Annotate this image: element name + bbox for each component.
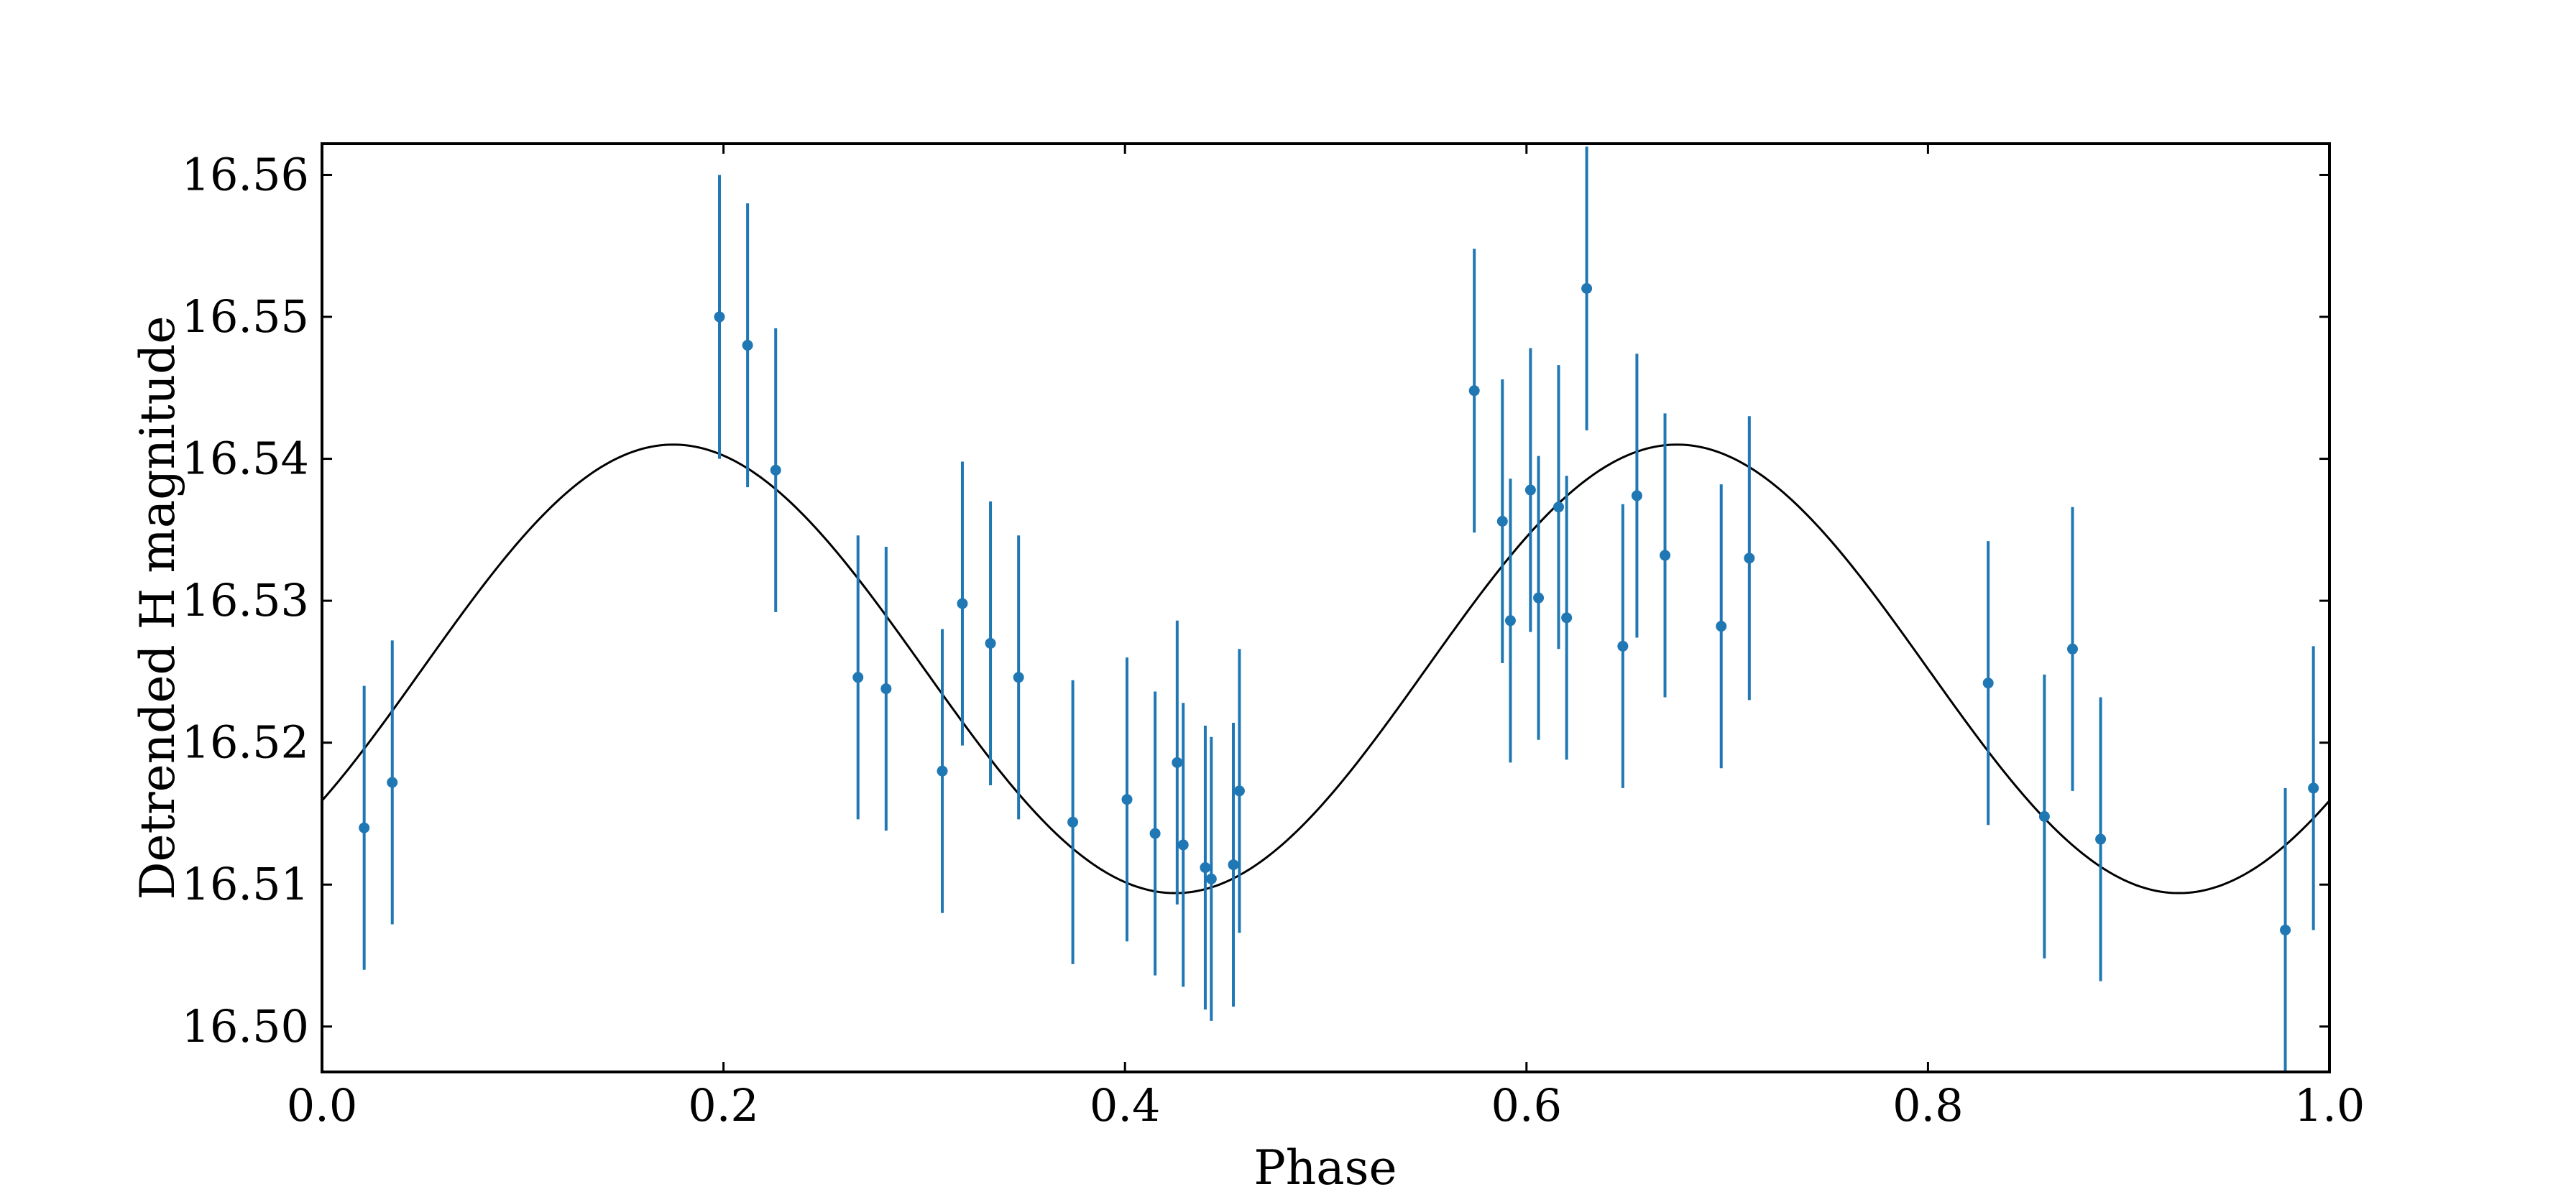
data-point bbox=[1200, 862, 1211, 874]
y-tick-label: 16.56 bbox=[182, 148, 310, 200]
y-tick-label: 16.52 bbox=[182, 716, 310, 769]
data-point bbox=[852, 672, 864, 683]
data-point bbox=[1552, 501, 1564, 513]
data-point bbox=[770, 464, 781, 476]
data-point bbox=[957, 598, 968, 609]
data-point bbox=[1496, 515, 1508, 527]
data-point bbox=[1660, 550, 1671, 561]
x-axis-label: Phase bbox=[1254, 1140, 1397, 1196]
data-point bbox=[1716, 621, 1727, 632]
y-tick-label: 16.54 bbox=[182, 433, 310, 485]
x-tick-label: 0.0 bbox=[287, 1079, 358, 1132]
x-tick-label: 0.4 bbox=[1090, 1079, 1161, 1132]
y-tick-label: 16.53 bbox=[182, 574, 310, 627]
x-tick-label: 1.0 bbox=[2294, 1079, 2365, 1132]
data-point bbox=[1177, 839, 1189, 851]
y-tick-label: 16.51 bbox=[182, 858, 310, 910]
y-tick-labels: 16.50 16.51 16.52 16.53 16.54 16.55 16.56 bbox=[182, 148, 310, 1052]
data-point bbox=[2066, 643, 2078, 655]
plot-area bbox=[322, 144, 2329, 1072]
data-point bbox=[387, 777, 398, 788]
data-point-layer bbox=[359, 283, 2319, 935]
data-point bbox=[1172, 757, 1183, 768]
data-point bbox=[1013, 672, 1024, 683]
data-point bbox=[2038, 810, 2050, 822]
x-tick-label: 0.2 bbox=[688, 1079, 759, 1132]
data-point bbox=[1617, 640, 1629, 652]
data-point bbox=[1228, 859, 1239, 871]
data-point bbox=[742, 340, 753, 351]
x-tick-labels: 0.0 0.2 0.4 0.6 0.8 1.0 bbox=[287, 1079, 2365, 1132]
data-point bbox=[1561, 612, 1573, 624]
tick-layer bbox=[321, 144, 2331, 1072]
data-point bbox=[1581, 283, 1593, 295]
y-tick-label: 16.55 bbox=[182, 290, 310, 343]
data-point bbox=[1149, 828, 1161, 839]
data-point bbox=[880, 683, 892, 695]
y-tick-label: 16.50 bbox=[182, 1000, 310, 1053]
data-point bbox=[1744, 553, 1755, 564]
data-point bbox=[1524, 484, 1536, 496]
data-point bbox=[1067, 816, 1079, 828]
data-point bbox=[1468, 385, 1480, 397]
data-point bbox=[714, 311, 725, 323]
model-curve-layer bbox=[322, 443, 2329, 894]
data-point bbox=[937, 765, 948, 777]
data-point bbox=[2095, 833, 2107, 845]
data-point bbox=[1533, 592, 1545, 604]
data-point bbox=[359, 822, 370, 833]
data-point bbox=[1233, 785, 1245, 797]
data-point bbox=[1121, 794, 1133, 805]
data-point bbox=[1631, 490, 1642, 501]
data-point bbox=[2308, 782, 2319, 794]
data-point bbox=[2280, 924, 2291, 935]
data-point bbox=[985, 637, 996, 649]
plot-frame bbox=[321, 142, 2331, 1073]
data-point bbox=[1504, 615, 1516, 627]
model-curve bbox=[322, 443, 2329, 894]
y-axis-label: Detrended H magnitude bbox=[130, 316, 185, 900]
data-point bbox=[1982, 678, 1994, 689]
data-point bbox=[1205, 873, 1217, 884]
x-tick-label: 0.6 bbox=[1491, 1079, 1562, 1132]
x-tick-label: 0.8 bbox=[1892, 1079, 1964, 1132]
